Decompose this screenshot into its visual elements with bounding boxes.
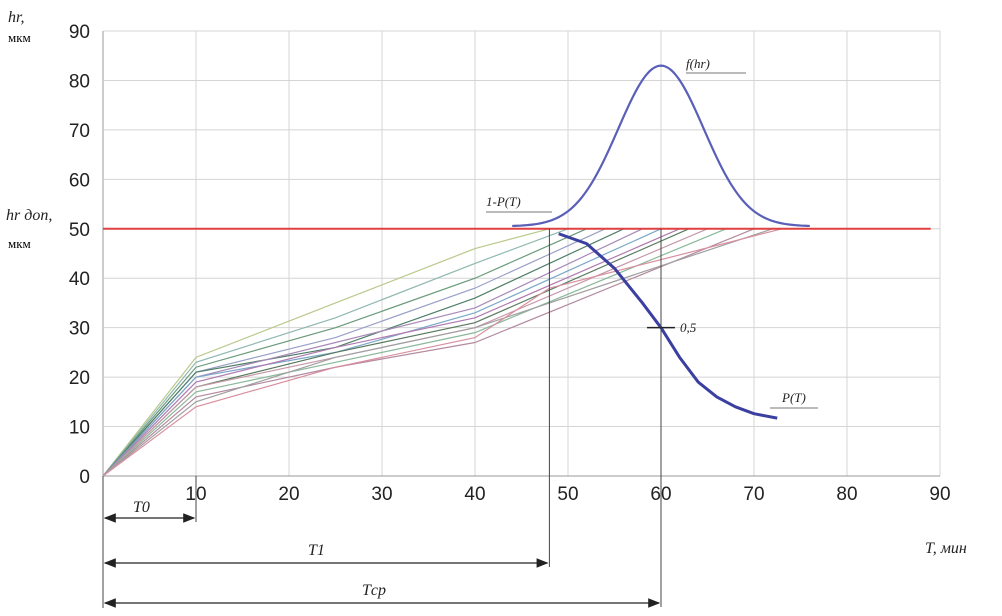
- y-tick-label: 30: [69, 319, 90, 340]
- p-t-label: P(T): [781, 390, 806, 405]
- wear-line: [102, 228, 550, 477]
- y-tick-label: 70: [69, 121, 90, 142]
- y-tick-label: 40: [69, 269, 90, 290]
- y-tick-label: 10: [69, 418, 90, 439]
- y-tick-label: 0: [79, 467, 90, 488]
- y-tick-label: 60: [69, 170, 90, 191]
- T1-label: T1: [308, 542, 325, 559]
- x-tick-label: 20: [278, 484, 299, 505]
- x-tick-label: 80: [836, 484, 857, 505]
- x-tick-label: 30: [371, 484, 392, 505]
- y-tick-label: 90: [69, 22, 90, 43]
- f-hr-label: f(hr): [686, 56, 710, 71]
- reliability-curve: [558, 232, 778, 420]
- wear-line: [102, 228, 643, 477]
- distribution-curve: [512, 64, 810, 228]
- wear-series: [102, 64, 931, 477]
- wear-line: [102, 228, 625, 477]
- wear-line: [102, 228, 569, 477]
- wear-line: [102, 228, 783, 477]
- wear-line: [102, 228, 727, 477]
- wear-line: [102, 228, 587, 477]
- limit-label: hr доп,: [6, 207, 52, 224]
- wear-line: [102, 228, 773, 477]
- Tcp-label: Tср: [362, 582, 386, 599]
- dimension-arrows: [102, 228, 662, 608]
- wear-line: [102, 228, 680, 477]
- wear-line: [102, 228, 690, 477]
- wear-line: [102, 228, 606, 477]
- limit-unit: мкм: [8, 236, 31, 251]
- y-tick-label: 20: [69, 368, 90, 389]
- y-axis-unit: мкм: [8, 30, 31, 45]
- wear-line: [102, 228, 755, 477]
- T0-label: T0: [133, 499, 150, 516]
- half-label: 0,5: [680, 320, 697, 335]
- y-tick-label: 50: [69, 220, 90, 241]
- x-axis-title: T, мин: [925, 540, 967, 557]
- y-axis-title: hr,: [8, 9, 24, 26]
- x-tick-label: 40: [464, 484, 485, 505]
- x-tick-label: 50: [557, 484, 578, 505]
- one-minus-p-label: 1-P(T): [486, 194, 521, 209]
- y-tick-label: 80: [69, 71, 90, 92]
- grid: [102, 30, 941, 477]
- x-tick-label: 70: [743, 484, 764, 505]
- x-tick-label: 90: [929, 484, 950, 505]
